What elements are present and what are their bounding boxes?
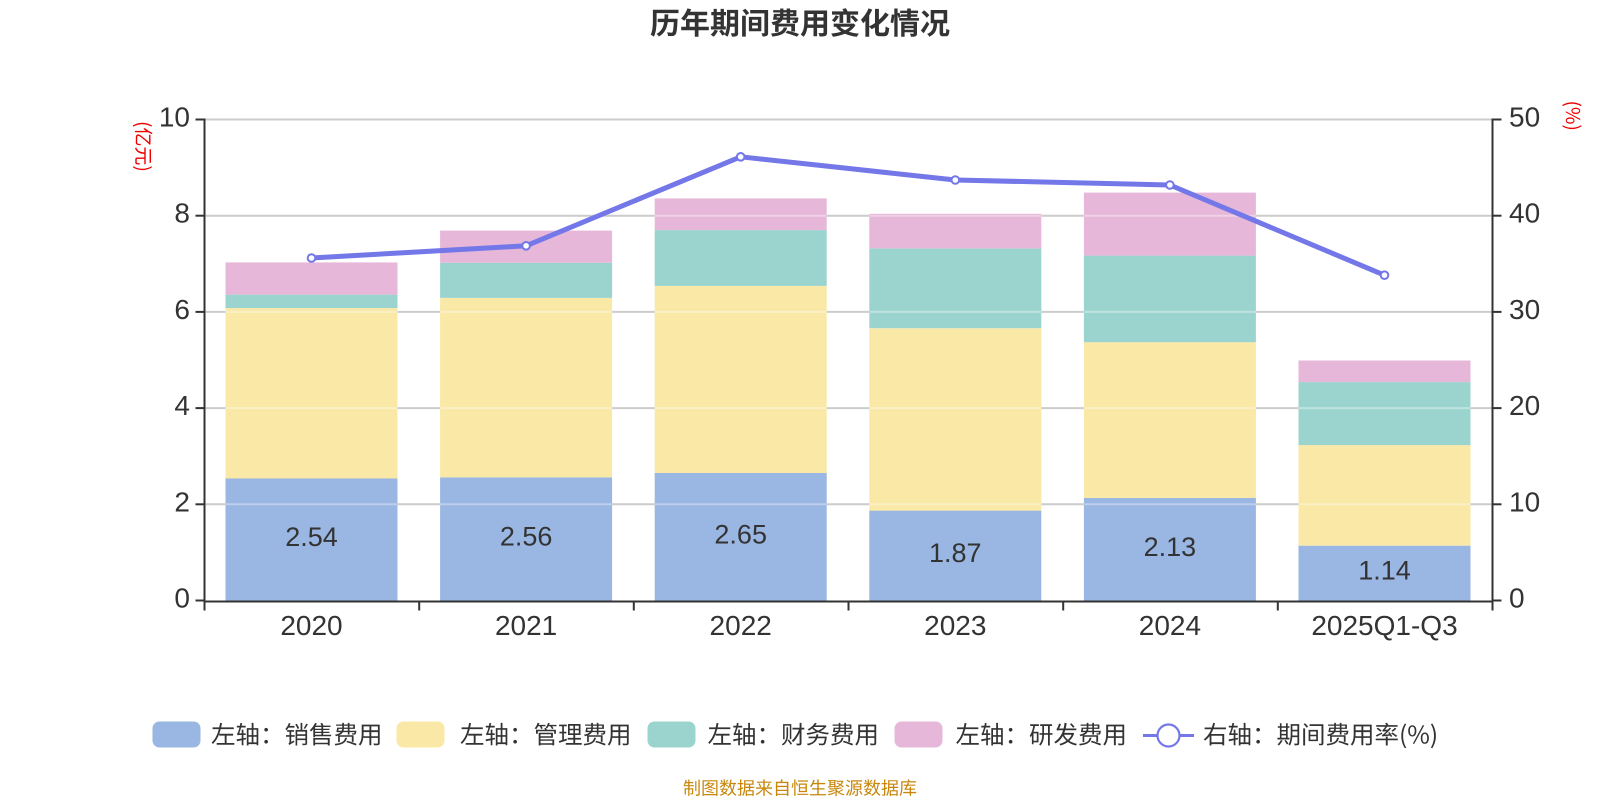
svg-text:2020: 2020: [280, 610, 342, 641]
svg-text:2023: 2023: [924, 610, 986, 641]
svg-text:2.13: 2.13: [1144, 532, 1197, 562]
svg-text:1.14: 1.14: [1358, 556, 1411, 586]
svg-text:2.65: 2.65: [714, 519, 767, 549]
svg-text:2022: 2022: [710, 610, 772, 641]
svg-text:0: 0: [1509, 583, 1525, 614]
svg-text:50: 50: [1509, 102, 1540, 133]
svg-text:10: 10: [159, 102, 190, 133]
svg-text:2: 2: [174, 486, 190, 517]
svg-text:2021: 2021: [495, 610, 557, 641]
svg-text:8: 8: [174, 198, 190, 229]
svg-text:40: 40: [1509, 198, 1540, 229]
svg-text:1.87: 1.87: [929, 538, 982, 568]
svg-text:2.56: 2.56: [500, 522, 553, 552]
svg-text:6: 6: [174, 294, 190, 325]
svg-text:2025Q1-Q3: 2025Q1-Q3: [1311, 610, 1457, 641]
svg-text:30: 30: [1509, 294, 1540, 325]
svg-text:0: 0: [174, 583, 190, 614]
svg-text:4: 4: [174, 390, 190, 421]
svg-text:2024: 2024: [1139, 610, 1201, 641]
svg-text:10: 10: [1509, 486, 1540, 517]
svg-text:20: 20: [1509, 390, 1540, 421]
svg-text:2.54: 2.54: [285, 522, 338, 552]
